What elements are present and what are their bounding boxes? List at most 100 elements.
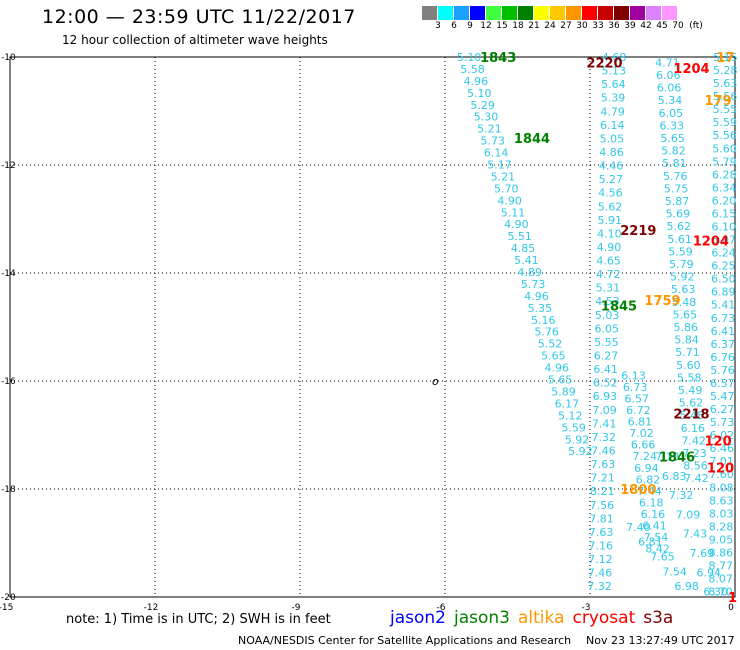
swh-value: 4.53 <box>595 295 620 308</box>
legend-swatch <box>486 6 502 20</box>
y-tick-label: -12 <box>1 161 16 171</box>
swh-value: 6.05 <box>594 322 619 335</box>
swh-value: 6.82 <box>636 473 661 486</box>
swh-value: 6.13 <box>621 370 646 383</box>
swh-value: 8.63 <box>709 494 734 507</box>
swh-value: 8.42 <box>645 542 670 555</box>
swh-value: 4.90 <box>597 241 622 254</box>
swh-value: 6.02 <box>710 429 735 442</box>
legend-swatch-row <box>422 6 678 20</box>
swh-value: 7.32 <box>669 489 694 502</box>
swh-value: 4.90 <box>504 218 529 231</box>
legend-swatch <box>662 6 678 20</box>
time-labels: 1843 1844 1845 1846 2220 2219 2218 1204 1204 120 1… <box>432 51 737 606</box>
legend-unit-label: (ft) <box>689 21 703 31</box>
satellite-name: cryosat <box>572 608 636 628</box>
pass-time-label: 1204 <box>673 62 709 77</box>
swh-value: 5.13 <box>602 65 627 78</box>
swh-value: 8.77 <box>708 560 733 573</box>
legend-value-label: 21 <box>528 21 540 31</box>
satellite-name: altika <box>518 608 565 628</box>
swh-value: 7.63 <box>589 526 614 539</box>
swh-value: 7.46 <box>588 567 613 580</box>
swh-value: 5.15 <box>713 51 738 64</box>
swh-value: 5.65 <box>673 308 698 321</box>
y-tick-label: -10 <box>1 53 16 63</box>
swh-value: 6.27 <box>594 350 619 363</box>
swh-value: 6.34 <box>712 181 737 194</box>
legend-swatch <box>502 6 518 20</box>
swh-value: 5.81 <box>662 157 687 170</box>
swh-value: 4.65 <box>596 255 621 268</box>
pass-time-label: 1846 <box>659 451 695 466</box>
pass-time-label: 120 <box>707 461 734 476</box>
map-grid <box>10 57 735 597</box>
swh-value: 5.75 <box>664 182 689 195</box>
pass-time-label: 179 <box>705 94 732 109</box>
swh-value: 7.81 <box>589 512 614 525</box>
map-subtitle: 12 hour collection of altimeter wave hei… <box>62 33 328 47</box>
pass-time-label: 1800 <box>620 483 656 498</box>
swh-value: 5.39 <box>601 92 626 105</box>
legend-swatch <box>534 6 550 20</box>
swh-value: 6.66 <box>631 439 656 452</box>
swh-value: 5.55 <box>713 103 738 116</box>
swh-value: 8.07 <box>708 573 733 586</box>
swh-value: 5.62 <box>679 397 704 410</box>
swh-value: 6.28 <box>712 168 737 181</box>
swh-value: 6.10 <box>712 221 737 234</box>
legend-value-label: 70 <box>672 21 684 31</box>
swh-value: 5.60 <box>712 142 737 155</box>
swh-value: 5.12 <box>558 409 583 422</box>
swh-value: 6.37 <box>710 338 735 351</box>
swh-value: 5.92 <box>568 445 593 458</box>
swh-value: 7.65 <box>650 551 675 564</box>
swh-value: 5.62 <box>667 220 692 233</box>
swh-value: 6.41 <box>711 325 736 338</box>
legend-swatch <box>438 6 454 20</box>
swh-value: 6.06 <box>656 69 681 82</box>
legend-swatch <box>566 6 582 20</box>
legend-value-label: 24 <box>544 21 556 31</box>
legend-value-label: 18 <box>512 21 524 31</box>
swh-value: 5.59 <box>712 116 737 129</box>
swh-value: 5.11 <box>501 206 526 219</box>
swh-value: 5.27 <box>599 173 624 186</box>
legend-value-label: 6 <box>451 21 457 31</box>
satellite-name: jason2 <box>390 608 446 628</box>
legend-swatch <box>614 6 630 20</box>
swh-value: 5.34 <box>658 94 683 107</box>
footer-note: note: 1) Time is in UTC; 2) SWH is in fe… <box>66 612 331 627</box>
swh-value: 6.98 <box>674 580 699 593</box>
swh-value: 7.54 <box>644 531 669 544</box>
map-title: 12:00 — 23:59 UTC 11/22/2017 <box>42 6 356 28</box>
swh-value: 5.56 <box>713 90 738 103</box>
swh-value: 5.79 <box>669 258 694 271</box>
swh-value: 7.42 <box>681 434 706 447</box>
swh-value: 6.83 <box>662 470 687 483</box>
swh-value: 5.58 <box>460 63 485 76</box>
swh-value: 6.94 <box>697 566 722 579</box>
swh-value: 5.59 <box>561 421 586 434</box>
swh-value: 7.56 <box>590 499 615 512</box>
legend-value-label: 27 <box>560 21 572 31</box>
legend-value-label: 30 <box>576 21 588 31</box>
pass-time-label: 2218 <box>673 407 709 422</box>
swh-value: 5.73 <box>710 416 735 429</box>
legend-swatch <box>646 6 662 20</box>
legend-value-label: 3 <box>435 21 441 31</box>
swh-value: 5.10 <box>467 87 492 100</box>
x-tick-label: -15 <box>0 603 13 613</box>
pass-time-label: 1759 <box>644 294 680 309</box>
swh-value: 6.81 <box>628 416 653 429</box>
swh-value: 6.20 <box>712 194 737 207</box>
swh-value: 7.01 <box>709 455 734 468</box>
legend-swatch <box>454 6 470 20</box>
swh-value: 5.05 <box>600 132 625 145</box>
swh-value: 5.63 <box>713 77 738 90</box>
swh-value: 4.72 <box>596 268 621 281</box>
swh-value: 8.70 <box>708 586 733 599</box>
swh-value: 5.29 <box>470 99 495 112</box>
swh-value: 7.24 <box>633 450 658 463</box>
